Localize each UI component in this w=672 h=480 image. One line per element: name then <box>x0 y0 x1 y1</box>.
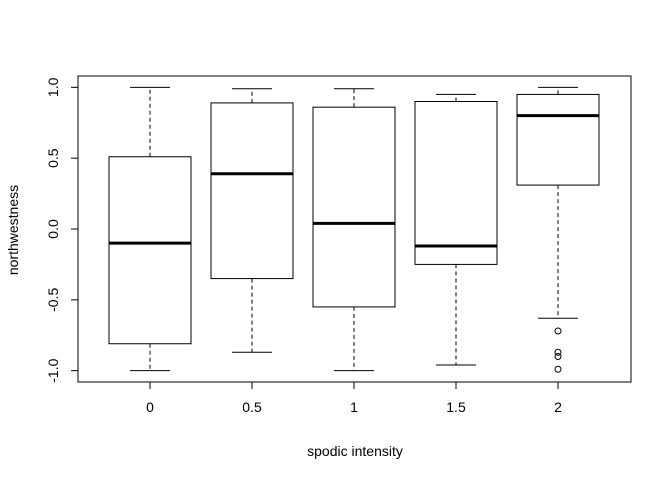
box-iqr <box>414 101 498 265</box>
y-axis-label: northwestness <box>5 185 21 275</box>
box-group-0 <box>108 86 192 372</box>
x-tick-label: 0 <box>146 399 154 415</box>
y-tick-label: 0.5 <box>45 148 61 168</box>
box-iqr <box>312 106 396 308</box>
x-tick-label: 2 <box>554 399 562 415</box>
x-tick-label: 1.5 <box>446 399 466 415</box>
y-tick-label: -1.0 <box>45 358 61 382</box>
y-axis: -1.0 -0.5 0.0 0.5 1.0 <box>45 77 79 383</box>
box-marks <box>108 86 600 373</box>
outlier-point <box>554 327 562 335</box>
box-group-1 <box>312 88 396 372</box>
x-axis-label: spodic intensity <box>307 443 403 459</box>
x-tick-label: 0.5 <box>242 399 262 415</box>
x-tick-label: 1 <box>350 399 358 415</box>
box-iqr <box>210 102 294 280</box>
box-iqr <box>108 156 192 345</box>
outlier-point <box>554 365 562 373</box>
box-group-2 <box>516 86 600 373</box>
x-axis: 0 0.5 1 1.5 2 <box>146 381 562 415</box>
box-iqr <box>516 93 600 186</box>
y-tick-label: -0.5 <box>45 288 61 312</box>
box-group-1.5 <box>414 93 498 366</box>
box-group-0.5 <box>210 88 294 353</box>
outlier-point <box>554 348 562 356</box>
y-tick-label: 0.0 <box>45 219 61 239</box>
y-tick-label: 1.0 <box>45 77 61 97</box>
outlier-point <box>554 353 562 360</box>
